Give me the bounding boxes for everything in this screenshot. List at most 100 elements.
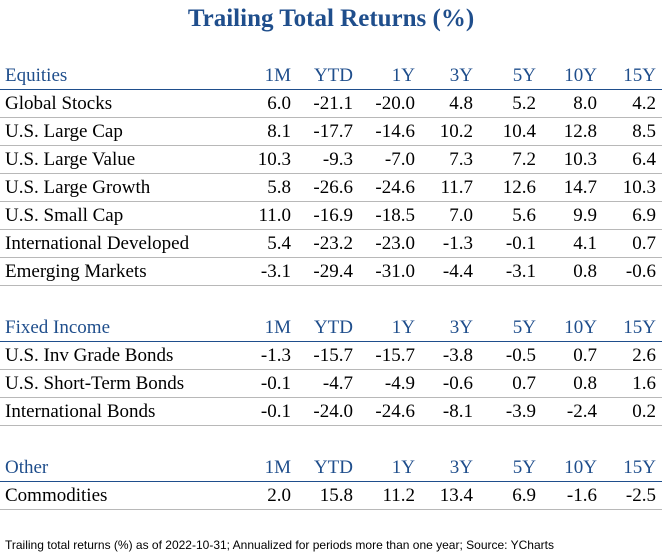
section-header-fixed-income: Fixed Income 1M YTD 1Y 3Y 5Y 10Y 15Y [0, 314, 662, 342]
table-row: U.S. Short-Term Bonds -0.1 -4.7 -4.9 -0.… [0, 370, 662, 398]
row-name: U.S. Large Growth [5, 177, 151, 198]
column-header-1y: 1Y [391, 65, 415, 86]
cell-value: 10.4 [502, 121, 536, 142]
cell-value: 0.8 [573, 261, 597, 282]
cell-value: -18.5 [375, 205, 415, 226]
cell-value: -8.1 [442, 401, 473, 422]
section-label: Equities [5, 65, 68, 86]
column-header-ytd: YTD [313, 65, 353, 86]
cell-value: -2.4 [566, 401, 597, 422]
cell-value: 4.8 [449, 93, 473, 114]
cell-value: 7.2 [512, 149, 536, 170]
cell-value: -0.6 [442, 373, 473, 394]
cell-value: 14.7 [563, 177, 597, 198]
cell-value: 5.8 [267, 177, 291, 198]
cell-value: -3.1 [505, 261, 536, 282]
cell-value: 10.3 [622, 177, 656, 198]
table-row: U.S. Large Cap 8.1 -17.7 -14.6 10.2 10.4… [0, 118, 662, 146]
cell-value: -3.1 [260, 261, 291, 282]
column-header-5y: 5Y [512, 457, 536, 478]
cell-value: -15.7 [375, 345, 415, 366]
row-name: Commodities [5, 485, 108, 506]
row-name: U.S. Inv Grade Bonds [5, 345, 174, 366]
cell-value: -21.1 [313, 93, 353, 114]
equities-section: Equities 1M YTD 1Y 3Y 5Y 10Y 15Y Global … [0, 62, 662, 286]
column-header-15y: 15Y [623, 317, 656, 338]
table-row: International Developed 5.4 -23.2 -23.0 … [0, 230, 662, 258]
cell-value: -14.6 [375, 121, 415, 142]
cell-value: 8.0 [573, 93, 597, 114]
cell-value: -26.6 [313, 177, 353, 198]
column-header-3y: 3Y [449, 65, 473, 86]
cell-value: 11.0 [258, 205, 291, 226]
cell-value: -3.9 [505, 401, 536, 422]
section-header-other: Other 1M YTD 1Y 3Y 5Y 10Y 15Y [0, 454, 662, 482]
cell-value: -24.6 [375, 401, 415, 422]
page-title: Trailing Total Returns (%) [187, 5, 475, 32]
cell-value: -0.1 [505, 233, 536, 254]
column-header-15y: 15Y [623, 65, 656, 86]
column-header-ytd: YTD [313, 457, 353, 478]
table-row: Global Stocks 6.0 -21.1 -20.0 4.8 5.2 8.… [0, 90, 662, 118]
cell-value: 0.8 [573, 373, 597, 394]
cell-value: -20.0 [375, 93, 415, 114]
cell-value: -0.6 [625, 261, 656, 282]
cell-value: 11.7 [440, 177, 473, 198]
cell-value: -1.3 [442, 233, 473, 254]
table-row: U.S. Inv Grade Bonds -1.3 -15.7 -15.7 -3… [0, 342, 662, 370]
cell-value: 6.9 [512, 485, 536, 506]
cell-value: 11.2 [382, 485, 415, 506]
row-name: U.S. Large Value [5, 149, 136, 170]
cell-value: -24.0 [313, 401, 353, 422]
cell-value: 7.3 [449, 149, 473, 170]
cell-value: -1.3 [260, 345, 291, 366]
row-name: U.S. Short-Term Bonds [5, 373, 185, 394]
cell-value: -24.6 [375, 177, 415, 198]
cell-value: -7.0 [384, 149, 415, 170]
cell-value: 6.0 [267, 93, 291, 114]
column-header-1m: 1M [264, 65, 291, 86]
cell-value: 15.8 [319, 485, 353, 506]
table-row: International Bonds -0.1 -24.0 -24.6 -8.… [0, 398, 662, 426]
cell-value: 12.8 [563, 121, 597, 142]
column-header-10y: 10Y [564, 65, 597, 86]
cell-value: -23.2 [313, 233, 353, 254]
cell-value: -1.6 [566, 485, 597, 506]
cell-value: 1.6 [632, 373, 656, 394]
cell-value: 5.4 [267, 233, 291, 254]
cell-value: 13.4 [439, 485, 473, 506]
cell-value: 0.7 [573, 345, 597, 366]
cell-value: 8.5 [632, 121, 656, 142]
row-name: U.S. Small Cap [5, 205, 124, 226]
column-header-3y: 3Y [449, 317, 473, 338]
cell-value: 9.9 [573, 205, 597, 226]
cell-value: 10.2 [439, 121, 473, 142]
row-name: International Bonds [5, 401, 156, 422]
cell-value: 5.6 [512, 205, 536, 226]
cell-value: 0.7 [512, 373, 536, 394]
cell-value: 7.0 [449, 205, 473, 226]
cell-value: 2.6 [632, 345, 656, 366]
column-header-10y: 10Y [564, 317, 597, 338]
cell-value: -2.5 [625, 485, 656, 506]
cell-value: 6.9 [632, 205, 656, 226]
row-name: International Developed [5, 233, 190, 254]
cell-value: -17.7 [313, 121, 353, 142]
cell-value: -29.4 [313, 261, 353, 282]
column-header-10y: 10Y [564, 457, 597, 478]
column-header-5y: 5Y [512, 317, 536, 338]
table-row: Emerging Markets -3.1 -29.4 -31.0 -4.4 -… [0, 258, 662, 286]
column-header-3y: 3Y [449, 457, 473, 478]
column-header-1m: 1M [264, 317, 291, 338]
table-row: U.S. Large Growth 5.8 -26.6 -24.6 11.7 1… [0, 174, 662, 202]
cell-value: 0.7 [632, 233, 656, 254]
cell-value: 8.1 [267, 121, 291, 142]
cell-value: 4.2 [632, 93, 656, 114]
table-row: U.S. Large Value 10.3 -9.3 -7.0 7.3 7.2 … [0, 146, 662, 174]
cell-value: 12.6 [502, 177, 536, 198]
column-header-1m: 1M [264, 457, 291, 478]
section-header-equities: Equities 1M YTD 1Y 3Y 5Y 10Y 15Y [0, 62, 662, 90]
table-row: Commodities 2.0 15.8 11.2 13.4 6.9 -1.6 … [0, 482, 662, 510]
fixed-income-section: Fixed Income 1M YTD 1Y 3Y 5Y 10Y 15Y U.S… [0, 314, 662, 426]
cell-value: 4.1 [573, 233, 597, 254]
